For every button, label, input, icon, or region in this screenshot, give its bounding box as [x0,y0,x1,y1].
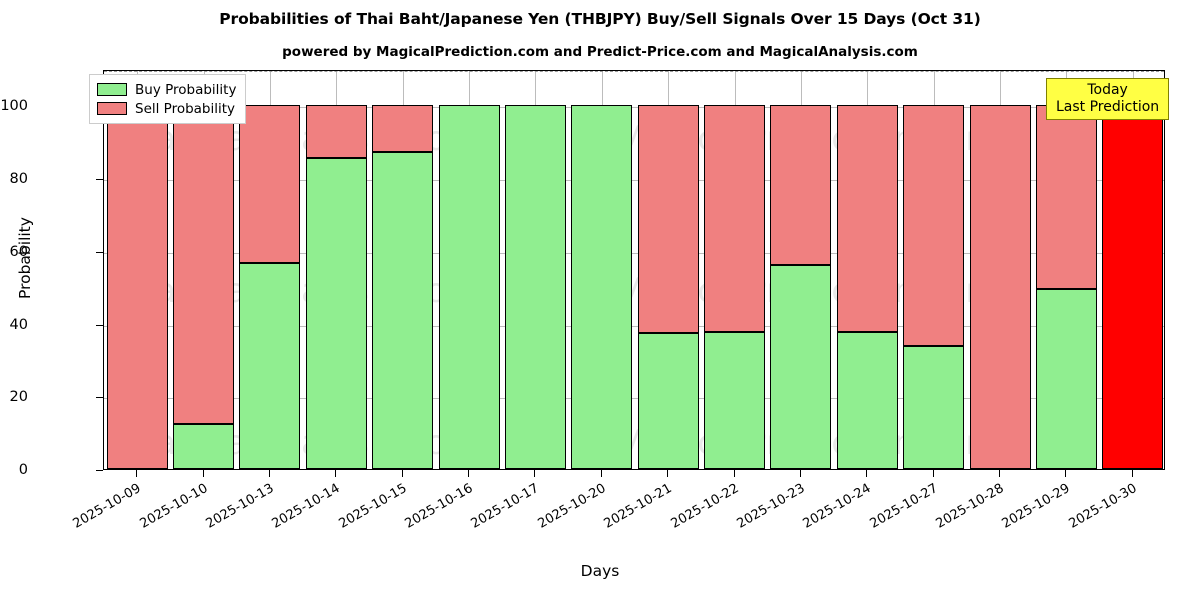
gridline-y-40 [104,325,1164,327]
bar-segment-sell[interactable] [106,105,168,469]
bar-group[interactable] [836,71,898,469]
x-tick-mark-2025-10-10 [202,470,204,477]
bar-group[interactable] [173,71,235,469]
bar-segment-sell[interactable] [969,105,1031,469]
bar-segment-sell[interactable] [836,105,898,332]
bar-segment-buy[interactable] [571,105,633,469]
x-tick-mark-2025-10-30 [1131,470,1133,477]
gridline-y-60 [104,252,1164,254]
x-tick-mark-2025-10-28 [999,470,1001,477]
bar-group[interactable] [770,71,832,469]
x-tick-mark-2025-10-15 [401,470,403,477]
legend-swatch-sell-icon [97,102,127,115]
gridline-y-80 [104,180,1164,182]
bar-segment-buy[interactable] [770,265,832,469]
bar-segment-sell[interactable] [704,105,766,332]
today-annotation-line1: Today [1087,82,1128,98]
chart-legend: Buy Probability Sell Probability [89,74,247,124]
x-tick-mark-2025-10-14 [335,470,337,477]
legend-label-sell: Sell Probability [135,100,236,117]
y-tick-label-80: 80 [9,171,28,188]
bar-segment-sell[interactable] [770,105,832,266]
gridline-y-20 [104,398,1164,400]
today-annotation-line2: Last Prediction [1056,98,1160,115]
x-tick-mark-2025-10-22 [733,470,735,477]
bar-group[interactable] [969,71,1031,469]
legend-item-buy: Buy Probability [97,80,236,99]
y-tick-mark-0 [96,470,103,471]
x-tick-mark-2025-10-21 [667,470,669,477]
bar-group[interactable] [637,71,699,469]
bar-segment-buy[interactable] [704,331,766,469]
bar-segment-buy[interactable] [903,346,965,469]
bar-segment-buy[interactable] [504,105,566,469]
bar-segment-sell[interactable] [173,105,235,424]
x-tick-mark-2025-10-20 [600,470,602,477]
bar-segment-buy[interactable] [173,423,235,469]
chart-subtitle: powered by MagicalPrediction.com and Pre… [282,44,918,60]
gridline-y-100 [104,107,1164,109]
y-tick-label-20: 20 [9,389,28,406]
bar-segment-sell[interactable] [1102,105,1164,469]
y-tick-mark-80 [96,179,103,181]
bar-group[interactable] [704,71,766,469]
bar-group[interactable] [239,71,301,469]
y-tick-label-100: 100 [0,98,28,115]
y-tick-label-0: 0 [18,462,28,478]
x-axis-label: Days [580,562,620,580]
y-tick-label-40: 40 [9,316,28,333]
y-tick-mark-60 [96,251,103,253]
bar-segment-buy[interactable] [438,105,500,469]
x-tick-mark-2025-10-27 [932,470,934,477]
bar-segment-sell[interactable] [372,105,434,153]
bar-segment-buy[interactable] [239,262,301,469]
bar-segment-buy[interactable] [836,331,898,469]
bar-segment-sell[interactable] [239,105,301,263]
x-tick-mark-2025-10-23 [799,470,801,477]
x-tick-mark-2025-10-13 [268,470,270,477]
x-tick-mark-2025-10-09 [136,470,138,477]
today-annotation: Today Last Prediction [1046,78,1170,121]
plot-area: MagicalAnalysis.com MagicalPrediction.co… [103,70,1165,470]
x-tick-mark-2025-10-29 [1065,470,1067,477]
bar-segment-buy[interactable] [1035,289,1097,469]
bar-segment-sell[interactable] [903,105,965,347]
bar-group[interactable] [305,71,367,469]
bar-group[interactable] [1035,71,1097,469]
bar-group[interactable] [571,71,633,469]
x-tick-mark-2025-10-17 [534,470,536,477]
plot-clip: MagicalAnalysis.com MagicalPrediction.co… [104,71,1164,469]
legend-swatch-buy-icon [97,83,127,96]
bar-segment-sell[interactable] [1035,105,1097,289]
bar-segment-buy[interactable] [637,332,699,469]
y-tick-label-60: 60 [9,243,28,260]
bar-group[interactable] [438,71,500,469]
bar-group[interactable] [372,71,434,469]
y-axis-label: Probability [16,217,34,299]
legend-label-buy: Buy Probability [135,81,237,98]
bar-group[interactable] [504,71,566,469]
bar-group[interactable] [106,71,168,469]
bar-group[interactable] [903,71,965,469]
legend-item-sell: Sell Probability [97,99,236,118]
bar-group[interactable] [1102,71,1164,469]
x-tick-mark-2025-10-24 [866,470,868,477]
x-tick-mark-2025-10-16 [468,470,470,477]
bar-segment-buy[interactable] [305,158,367,469]
bar-segment-sell[interactable] [637,105,699,333]
y-tick-mark-20 [96,397,103,399]
page-title: Probabilities of Thai Baht/Japanese Yen … [219,10,981,28]
threshold-dashed-line [104,71,1164,72]
y-tick-mark-40 [96,324,103,326]
bar-segment-buy[interactable] [372,152,434,469]
bar-segment-sell[interactable] [305,105,367,159]
